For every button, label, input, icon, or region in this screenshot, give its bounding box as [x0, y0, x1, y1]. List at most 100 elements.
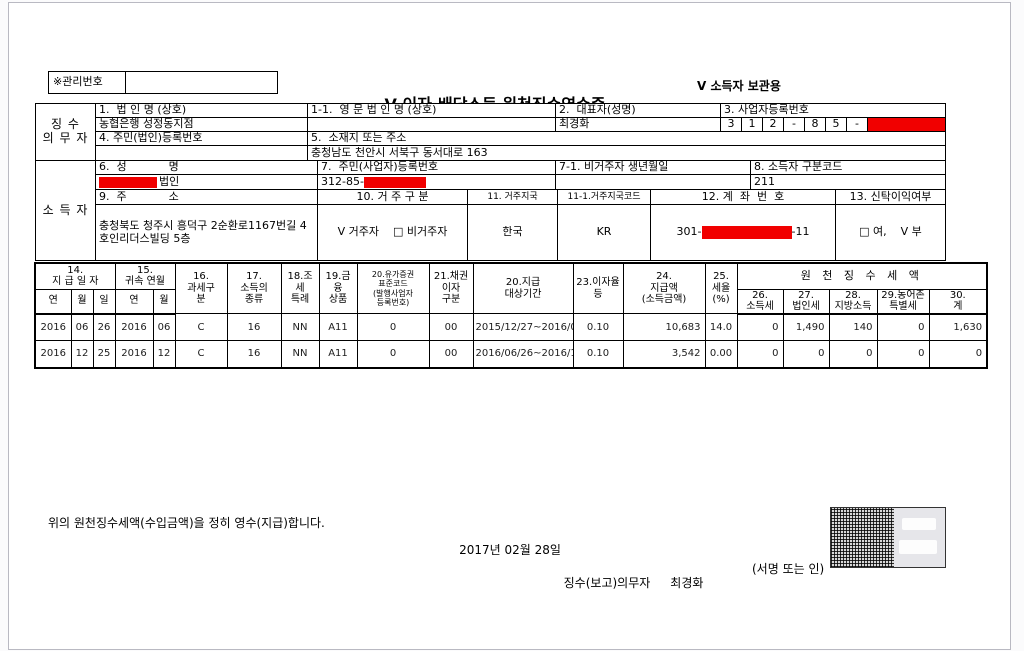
col-header-payment-date: 14. 지 급 일 자: [34, 262, 116, 290]
cell: 0: [782, 340, 830, 368]
cell: 12: [70, 340, 94, 368]
business-reg-digit: 5: [826, 118, 847, 131]
income-earner-section-label: 소 득 자: [35, 160, 96, 261]
residence-country-value: 한국: [467, 204, 558, 261]
business-reg-digit: 3: [721, 118, 742, 131]
stamp-blob: [898, 540, 937, 554]
earner-name-label: 6. 성 명: [95, 160, 318, 175]
residency-label: 10. 거 주 구 분: [317, 189, 468, 205]
cell: 00: [428, 313, 474, 341]
business-reg-no-value: 3 1 2 - 8 5 -: [720, 117, 946, 132]
residence-country-code-value: KR: [557, 204, 651, 261]
representative-label: 2. 대표자(성명): [555, 103, 721, 118]
cell: 10,683: [622, 313, 706, 341]
cell: 16: [226, 313, 282, 341]
cell: 2016: [34, 313, 72, 341]
withholding-agent-section-label: 징 수 의 무 자: [35, 103, 96, 161]
cell: 00: [428, 340, 474, 368]
earner-type-code-label: 8. 소득자 구분코드: [750, 160, 946, 175]
business-reg-no-label: 3. 사업자등록번호: [720, 103, 946, 118]
nonresident-birthdate-value: [555, 174, 751, 190]
cell: 14.0: [704, 313, 738, 341]
trust-benefit-label: 13. 신탁이익여부: [835, 189, 946, 205]
cell: 0: [736, 313, 784, 341]
earner-type-code-value: 211: [750, 174, 946, 190]
account-no-label: 12. 계 좌 번 호: [650, 189, 836, 205]
col-subheader-month: 월: [70, 288, 94, 315]
cell: C: [174, 340, 228, 368]
trust-benefit-value: □ 여, V 부: [835, 204, 946, 261]
account-no-prefix: 301-: [676, 225, 702, 239]
management-number-box: ※관리번호: [48, 71, 278, 94]
business-reg-digit: 8: [805, 118, 826, 131]
copy-option-recipient: V 소득자 보관용: [697, 79, 781, 93]
col-header-local-income-tax: 28. 지방소득: [828, 288, 878, 315]
col-header-attribution-month: 15. 귀속 연월: [114, 262, 176, 290]
col-subheader-month2: 월: [152, 288, 176, 315]
stamp-blob: [901, 518, 936, 530]
col-header-income-tax: 26. 소득세: [736, 288, 784, 315]
col-header-tax-special: 18.조세 특례: [280, 262, 320, 314]
english-corp-name-label: 1-1. 영 문 법 인 명 (상호): [307, 103, 556, 118]
management-number-label: ※관리번호: [49, 72, 126, 93]
cell: 0: [828, 340, 878, 368]
col-header-financial-product: 19.금융 상품: [318, 262, 358, 314]
col-header-tax-rate: 25. 세율 (%): [704, 262, 738, 314]
table-row: 2016 06 26 2016 06 C 16 NN A11 0 00 2015…: [34, 313, 988, 341]
cell: 0: [876, 340, 930, 368]
cell: 12: [152, 340, 176, 368]
cell: 25: [92, 340, 116, 368]
income-table: 14. 지 급 일 자 15. 귀속 연월 16. 과세구 분 17. 소득의 …: [34, 262, 989, 369]
cell: NN: [280, 340, 320, 368]
address-label: 5. 소재지 또는 주소: [307, 131, 946, 146]
cell: 06: [70, 313, 94, 341]
signer-label: 징수(보고)의무자: [563, 576, 651, 590]
cell: 0: [736, 340, 784, 368]
cell: 0: [876, 313, 930, 341]
col-header-payment-period: 20.지급 대상기간: [472, 262, 574, 314]
col-subheader-year2: 연: [114, 288, 154, 315]
redacted-earner-reg-no: [363, 176, 426, 188]
cell: A11: [318, 313, 358, 341]
stamp-light-area: [893, 508, 945, 567]
signer-row: 징수(보고)의무자 최경화: [556, 560, 704, 591]
receipt-statement: 위의 원천징수세액(수입금액)을 정히 영수(지급)합니다.: [48, 516, 325, 530]
col-subheader-day: 일: [92, 288, 116, 315]
nonresident-birthdate-label: 7-1. 비거주자 생년월일: [555, 160, 751, 175]
cell: 16: [226, 340, 282, 368]
corp-name-label: 1. 법 인 명 (상호): [95, 103, 308, 118]
cell: 0: [928, 340, 988, 368]
cell: 2015/12/27~2016/06/26: [472, 313, 574, 341]
col-header-tax-class: 16. 과세구 분: [174, 262, 228, 314]
col-header-withholding-tax-group: 원 천 징 수 세 액: [736, 262, 988, 290]
account-no-suffix: -11: [791, 225, 810, 239]
residence-country-label: 11. 거주지국: [467, 189, 558, 205]
cell: NN: [280, 313, 320, 341]
col-header-bond-interest-class: 21.채권 이자 구분: [428, 262, 474, 314]
resident-reg-no-value: [95, 145, 308, 161]
earner-reg-no-value: 312-85-: [317, 174, 556, 190]
earner-address-value: 충청북도 청주시 흥덕구 2순환로1167번길 4호인리더스빌딩 5층: [95, 204, 318, 261]
withholding-agent-section-text: 징 수 의 무 자: [42, 117, 89, 145]
account-no-value: 301- -11: [650, 204, 836, 261]
english-corp-name-value: [307, 117, 556, 132]
col-header-corporate-tax: 27. 법인세: [782, 288, 830, 315]
signature-note: (서명 또는 인): [752, 562, 825, 576]
col-header-income-type: 17. 소득의 종류: [226, 262, 282, 314]
earner-name-value: 법인: [95, 174, 318, 190]
residency-value: V 거주자 □ 비거주자: [317, 204, 468, 261]
col-header-total: 30. 계: [928, 288, 988, 315]
col-subheader-year: 연: [34, 288, 72, 315]
resident-reg-no-label: 4. 주민(법인)등록번호: [95, 131, 308, 146]
cell: 0.10: [572, 340, 624, 368]
cell: 06: [152, 313, 176, 341]
stamp-halftone-pattern: [831, 508, 894, 567]
cell: 2016/06/26~2016/12/24: [472, 340, 574, 368]
cell: 3,542: [622, 340, 706, 368]
col-header-payment-amount: 24. 지급액 (소득금액): [622, 262, 706, 314]
redacted-earner-name: [99, 176, 157, 188]
cell: 26: [92, 313, 116, 341]
cell: 0.10: [572, 313, 624, 341]
business-reg-digit: -: [847, 118, 868, 131]
cell: 140: [828, 313, 878, 341]
